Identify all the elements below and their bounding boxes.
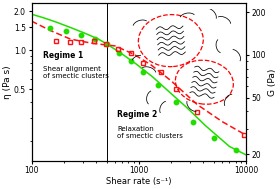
Text: Relaxation
of smectic clusters: Relaxation of smectic clusters: [117, 126, 183, 139]
Y-axis label: G (Pa): G (Pa): [267, 68, 277, 96]
Text: Regime 2: Regime 2: [117, 110, 158, 119]
Text: Regime 1: Regime 1: [43, 51, 84, 60]
X-axis label: Shear rate (s⁻¹): Shear rate (s⁻¹): [106, 177, 172, 186]
Text: Shear alignment
of smectic clusters: Shear alignment of smectic clusters: [43, 66, 109, 79]
Y-axis label: η (Pa s): η (Pa s): [3, 65, 13, 99]
